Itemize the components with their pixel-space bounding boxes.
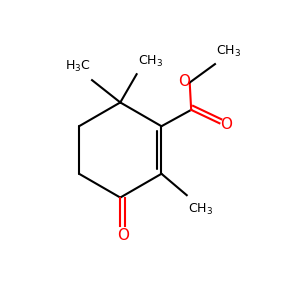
- Text: CH$_3$: CH$_3$: [138, 54, 163, 69]
- Text: O: O: [178, 74, 190, 89]
- Text: CH$_3$: CH$_3$: [188, 202, 213, 217]
- Text: CH$_3$: CH$_3$: [216, 44, 242, 59]
- Text: O: O: [220, 117, 232, 132]
- Text: O: O: [117, 228, 129, 243]
- Text: H$_3$C: H$_3$C: [65, 58, 91, 74]
